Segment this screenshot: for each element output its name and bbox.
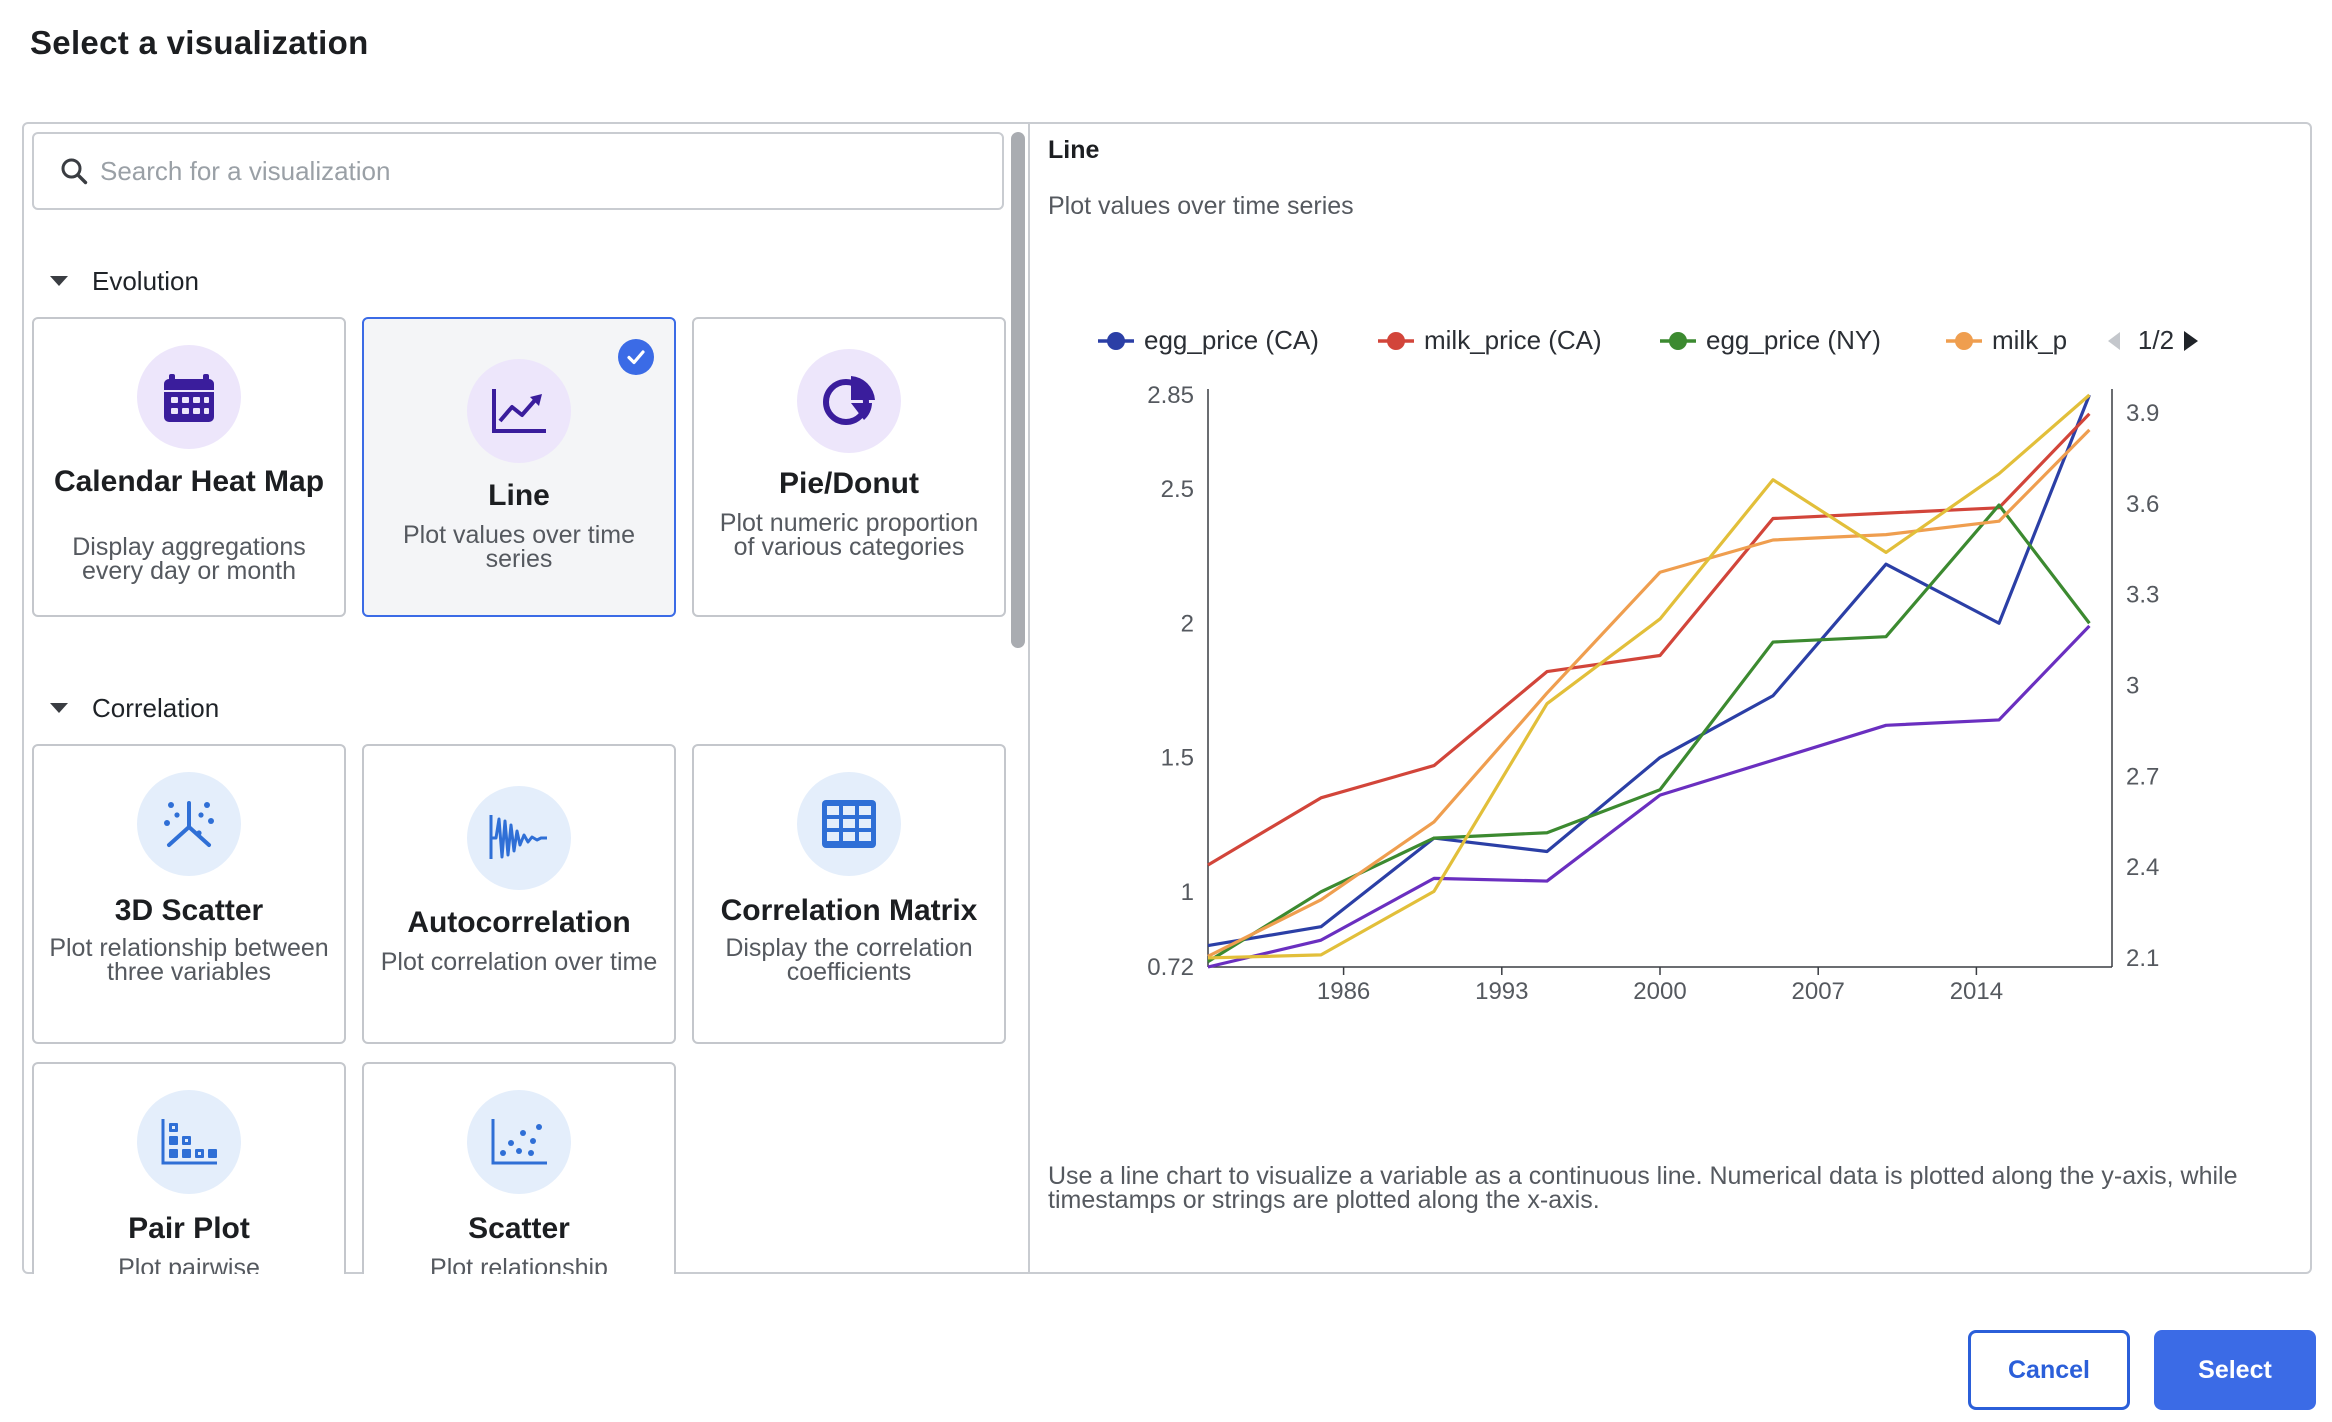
select-button[interactable]: Select xyxy=(2154,1330,2316,1410)
pane-divider xyxy=(1028,122,1030,1274)
dialog-frame xyxy=(22,122,2312,1274)
card-line[interactable]: Line Plot values over time series xyxy=(362,317,676,617)
y-left-tick-label: 2.85 xyxy=(1147,382,1194,409)
x-tick-label: 2000 xyxy=(1633,978,1686,1005)
autocorrelation-icon xyxy=(467,786,571,890)
card-title: Pair Plot xyxy=(128,1212,250,1245)
y-right-tick-label: 2.4 xyxy=(2126,854,2159,881)
check-icon xyxy=(618,339,654,375)
card-description: Display the correlation coefficients xyxy=(725,934,973,986)
card-title: 3D Scatter xyxy=(114,894,264,927)
legend-marker xyxy=(1669,332,1687,350)
card-pair-plot[interactable]: Pair Plot Plot pairwise xyxy=(32,1062,346,1274)
y-right-tick-label: 2.7 xyxy=(2126,763,2159,790)
x-tick-label: 1986 xyxy=(1317,978,1370,1005)
y-right-tick-label: 3.6 xyxy=(2126,491,2159,518)
preview-title: Line xyxy=(1048,136,1100,164)
legend-label: milk_price (CA) xyxy=(1424,325,1602,355)
series-line xyxy=(1207,503,2091,963)
legend-label: egg_price (NY) xyxy=(1706,325,1881,355)
x-tick-label: 1993 xyxy=(1475,978,1528,1005)
series-line xyxy=(1207,428,2091,958)
y-right-tick-label: 3.3 xyxy=(2126,582,2159,609)
card-autocorrelation[interactable]: Autocorrelation Plot correlation over ti… xyxy=(362,744,676,1044)
card-3d-scatter[interactable]: 3D Scatter Plot relationship between thr… xyxy=(32,744,346,1044)
calendar-icon xyxy=(137,345,241,449)
card-pie-donut[interactable]: Pie/Donut Plot numeric proportion of var… xyxy=(692,317,1006,617)
y-left-tick-label: 2.5 xyxy=(1161,476,1194,503)
y-left-tick-label: 2 xyxy=(1181,610,1194,637)
section-label: Evolution xyxy=(92,265,199,296)
legend-marker xyxy=(1107,332,1125,350)
card-description: Plot relationship between three variable… xyxy=(49,934,329,986)
y-left-tick-label: 0.72 xyxy=(1147,954,1194,981)
pie-chart-icon xyxy=(797,349,901,453)
list-scrollbar[interactable] xyxy=(1011,132,1025,648)
caret-down-icon xyxy=(50,703,68,713)
card-title: Calendar Heat Map xyxy=(53,465,325,498)
legend-label: egg_price (CA) xyxy=(1144,325,1319,355)
y-left-tick-label: 1 xyxy=(1181,879,1194,906)
dialog-title: Select a visualization xyxy=(30,24,369,61)
card-scatter[interactable]: Scatter Plot relationship xyxy=(362,1062,676,1274)
visualization-list[interactable]: Evolution Calendar Heat Map Display aggr… xyxy=(22,122,1028,1274)
y-right-tick-label: 3.9 xyxy=(2126,400,2159,427)
search-box[interactable] xyxy=(32,132,1004,210)
legend-marker xyxy=(1955,332,1973,350)
search-icon xyxy=(61,158,88,185)
preview-description: Use a line chart to visualize a variable… xyxy=(1048,1162,2238,1214)
preview-subtitle: Plot values over time series xyxy=(1048,192,1354,220)
card-title: Pie/Donut xyxy=(779,467,919,500)
section-evolution[interactable]: Evolution xyxy=(22,261,199,301)
card-title: Correlation Matrix xyxy=(720,894,978,927)
section-label: Correlation xyxy=(92,692,220,723)
y-right-tick-label: 2.1 xyxy=(2126,945,2159,972)
legend-next-icon xyxy=(2184,331,2198,351)
cancel-button[interactable]: Cancel xyxy=(1968,1330,2130,1410)
y-left-tick-label: 1.5 xyxy=(1161,745,1194,772)
card-title: Scatter xyxy=(468,1212,570,1245)
x-tick-label: 2014 xyxy=(1950,978,2003,1005)
card-calendar-heat-map[interactable]: Calendar Heat Map Display aggregations e… xyxy=(32,317,346,617)
legend-marker xyxy=(1387,332,1405,350)
card-description: Plot values over time series xyxy=(402,521,636,573)
y-right-tick-label: 3 xyxy=(2126,673,2139,700)
caret-down-icon xyxy=(50,276,68,286)
card-correlation-matrix[interactable]: Correlation Matrix Display the correlati… xyxy=(692,744,1006,1044)
x-tick-label: 2007 xyxy=(1792,978,1845,1005)
series-line xyxy=(1207,394,2091,948)
series-line xyxy=(1207,412,2091,867)
search-input[interactable] xyxy=(98,154,962,188)
series-line xyxy=(1207,393,2091,960)
card-description: Plot numeric proportion of various categ… xyxy=(719,509,979,561)
line-chart-icon xyxy=(467,359,571,463)
card-description: Plot correlation over time xyxy=(380,948,658,976)
legend-page-indicator: 1/2 xyxy=(2138,325,2174,355)
section-correlation[interactable]: Correlation xyxy=(22,688,219,728)
card-description: Display aggregations every day or month xyxy=(72,533,306,585)
pair-plot-icon xyxy=(137,1090,241,1194)
3d-scatter-icon xyxy=(137,772,241,876)
card-title: Autocorrelation xyxy=(407,906,631,939)
series-line xyxy=(1207,624,2091,969)
grid-icon xyxy=(797,772,901,876)
card-title: Line xyxy=(488,479,550,512)
card-description: Plot pairwise xyxy=(118,1254,260,1275)
card-description: Plot relationship xyxy=(430,1254,608,1275)
scatter-icon xyxy=(467,1090,571,1194)
line-chart: 0.72 1 1.5 2 2.5 2.85 2.1 2.4 2.7 3 3.3 3.6 3.9 1986 1… xyxy=(1098,325,2198,1005)
legend-label: milk_p xyxy=(1992,325,2067,355)
legend-prev-icon xyxy=(2108,332,2120,350)
